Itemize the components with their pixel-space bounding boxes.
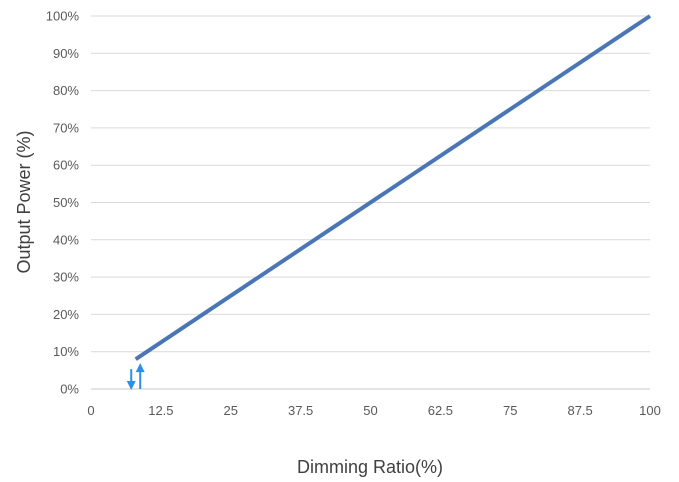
y-tick-label: 30%	[53, 270, 79, 285]
down-arrow-icon	[126, 381, 136, 390]
y-tick-label: 40%	[53, 232, 79, 247]
x-tick-label: 50	[363, 403, 377, 418]
y-tick-label: 60%	[53, 158, 79, 173]
x-tick-labels: 0 12.5 25 37.5 50 62.5 75 87.5 100	[87, 403, 660, 418]
series-line	[134, 14, 652, 361]
series-group	[134, 14, 652, 361]
x-tick-label: 25	[224, 403, 238, 418]
x-tick-label: 12.5	[148, 403, 173, 418]
y-tick-labels: 0% 10% 20% 30% 40% 50% 60% 70% 80% 90% 100%	[46, 9, 80, 397]
x-tick-label: 75	[503, 403, 517, 418]
y-tick-label: 10%	[53, 344, 79, 359]
y-tick-label: 50%	[53, 195, 79, 210]
annotations	[126, 363, 145, 390]
y-tick-label: 0%	[60, 382, 79, 397]
y-axis-label: Output Power (%)	[14, 130, 34, 273]
up-arrow-icon	[135, 363, 145, 373]
x-tick-label: 100	[639, 403, 661, 418]
x-tick-label: 37.5	[288, 403, 313, 418]
y-tick-label: 80%	[53, 83, 79, 98]
y-tick-label: 90%	[53, 46, 79, 61]
y-tick-label: 70%	[53, 120, 79, 135]
x-tick-label: 0	[87, 403, 94, 418]
y-tick-label: 100%	[46, 9, 80, 24]
x-axis-label: Dimming Ratio(%)	[297, 457, 443, 477]
x-tick-label: 87.5	[567, 403, 592, 418]
y-tick-label: 20%	[53, 307, 79, 322]
x-tick-label: 62.5	[428, 403, 453, 418]
